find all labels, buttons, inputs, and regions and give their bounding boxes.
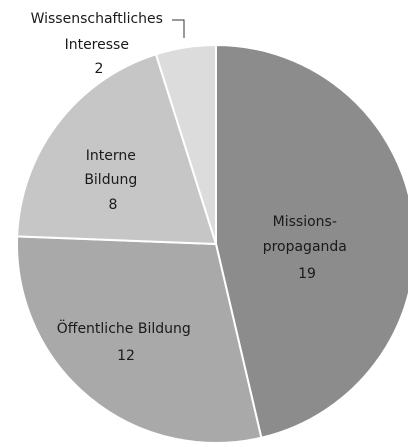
label-value: 12 (117, 348, 135, 364)
label-line: Öffentliche Bildung (57, 319, 191, 337)
slice-label-interne-bildung: Interne Bildung 8 (84, 148, 141, 213)
label-line: Bildung (84, 172, 137, 188)
label-value: 19 (298, 266, 316, 282)
label-value: 8 (109, 197, 118, 213)
callout-line-wissenschaftliches-interesse (172, 19, 185, 38)
pie-slice-3 (154, 43, 217, 245)
slice-labels: Missions- propaganda 19 Öffentliche Bild… (31, 11, 352, 364)
label-value: 2 (95, 61, 104, 77)
slice-label-missionspropaganda: Missions- propaganda 19 (263, 214, 352, 282)
label-line: Missions- (273, 214, 337, 230)
label-line: propaganda (263, 239, 347, 255)
label-line: Interesse (65, 37, 129, 53)
slice-label-wissenschaftliches-interesse: Wissenschaftliches Interesse 2 (31, 11, 168, 77)
label-line: Interne (86, 148, 136, 164)
label-line: Wissenschaftliches (31, 11, 163, 27)
pie-slice-0 (215, 43, 408, 439)
pie-slices (16, 43, 408, 445)
pie-slice-1 (16, 235, 263, 445)
pie-slice-2 (16, 53, 218, 246)
slice-label-oeffentliche-bildung: Öffentliche Bildung 12 (57, 319, 195, 364)
